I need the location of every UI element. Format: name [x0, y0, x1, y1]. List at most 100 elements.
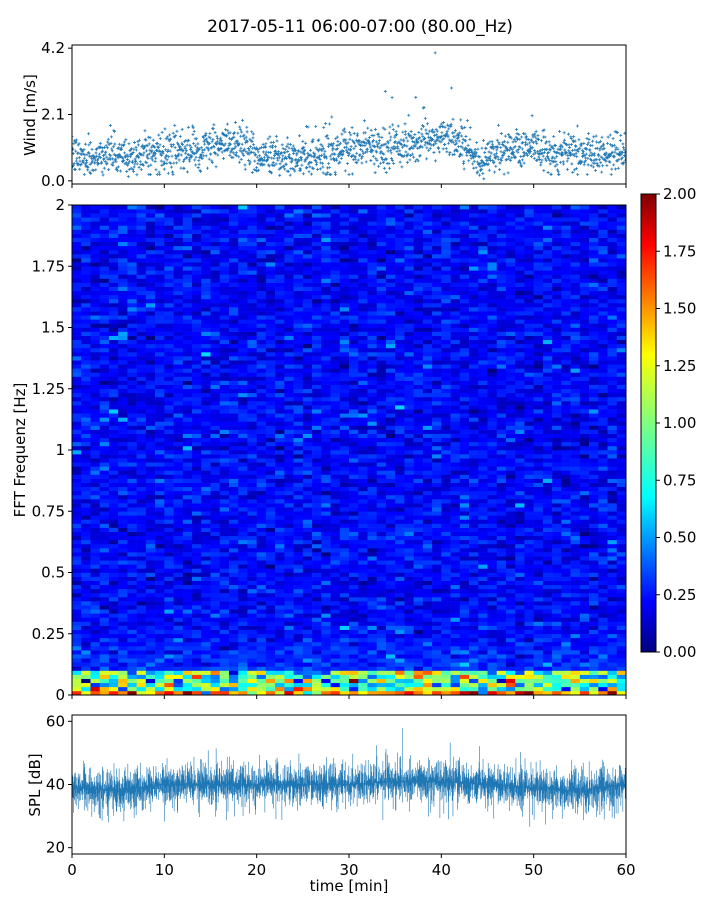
spectrogram-cell — [303, 605, 313, 609]
spectrogram-cell — [155, 626, 165, 630]
spectrogram-cell — [81, 568, 91, 572]
spectrogram-cell — [561, 581, 571, 585]
spectrogram-cell — [155, 487, 165, 491]
spectrogram-cell — [497, 487, 507, 491]
spectrogram-cell — [497, 646, 507, 650]
spectrogram-cell — [524, 519, 534, 523]
spectrogram-cell — [423, 683, 433, 687]
spectrogram-cell — [349, 666, 359, 670]
spectrogram-cell — [349, 483, 359, 487]
spectrogram-cell — [220, 585, 230, 589]
spectrogram-cell — [211, 638, 221, 642]
spectrogram-cell — [395, 556, 405, 560]
spectrogram-cell — [580, 507, 590, 511]
spectrogram-cell — [312, 666, 322, 670]
spectrogram-cell — [174, 671, 184, 675]
spectrogram-cell — [608, 491, 618, 495]
spectrogram-cell — [432, 483, 442, 487]
spectrogram-cell — [404, 495, 414, 499]
spectrogram-cell — [488, 511, 498, 515]
spectrogram-cell — [321, 601, 331, 605]
spectrogram-cell — [81, 589, 91, 593]
spectrogram-cell — [561, 491, 571, 495]
spectrogram-cell — [358, 617, 368, 621]
spectrogram-cell — [524, 687, 534, 691]
spectrogram-cell — [340, 601, 350, 605]
spectrogram-cell — [524, 675, 534, 679]
spectrogram-cell — [469, 585, 479, 589]
spectrogram-cell — [321, 585, 331, 589]
spectrogram-cell — [367, 687, 377, 691]
spectrogram-cell — [294, 642, 304, 646]
spectrogram-cell — [81, 585, 91, 589]
spectrogram-cell — [294, 597, 304, 601]
spectrogram-cell — [257, 519, 267, 523]
spectrogram-cell — [201, 499, 211, 503]
spectrogram-cell — [608, 662, 618, 666]
spectrogram-cell — [294, 675, 304, 679]
spectrogram-cell — [220, 671, 230, 675]
spectrogram-cell — [441, 528, 451, 532]
spectrogram-cell — [478, 544, 488, 548]
spectrogram-cell — [404, 536, 414, 540]
spectrogram-cell — [183, 483, 193, 487]
spectrogram-cell — [331, 573, 341, 577]
spectrogram-cell — [598, 532, 608, 536]
spectrogram-cell — [72, 577, 82, 581]
spectrogram-cell — [146, 540, 156, 544]
spectrogram-cell — [183, 507, 193, 511]
spectrogram-cell — [423, 528, 433, 532]
spectrogram-cell — [580, 536, 590, 540]
spectrogram-cell — [238, 585, 248, 589]
spectrogram-cell — [478, 487, 488, 491]
spectrogram-cell — [358, 577, 368, 581]
spectrogram-cell — [367, 560, 377, 564]
spectrogram-cell — [358, 528, 368, 532]
spectrogram-cell — [451, 642, 461, 646]
spectrogram-cell — [303, 532, 313, 536]
spectrogram-cell — [617, 634, 627, 638]
spectrogram-cell — [451, 507, 461, 511]
spectrogram-cell — [561, 662, 571, 666]
spectrogram-cell — [81, 556, 91, 560]
spectrogram-cell — [534, 597, 544, 601]
spectrogram-cell — [441, 524, 451, 528]
spectrogram-cell — [423, 479, 433, 483]
spectrogram-cell — [294, 671, 304, 675]
spectrogram-cell — [81, 495, 91, 499]
spectrogram-cell — [608, 564, 618, 568]
spectrogram-cell — [377, 564, 387, 568]
spectrogram-cell — [118, 487, 128, 491]
spectrogram-cell — [137, 507, 147, 511]
spectrogram-cell — [469, 613, 479, 617]
spectrogram-cell — [524, 658, 534, 662]
spectrogram-cell — [358, 634, 368, 638]
spectrogram-cell — [617, 487, 627, 491]
spectrogram-cell — [543, 654, 553, 658]
spectrogram-cell — [617, 585, 627, 589]
spectrogram-cell — [414, 495, 424, 499]
spectrogram-cell — [340, 483, 350, 487]
spectrogram-cell — [247, 585, 257, 589]
spectrogram-cell — [543, 479, 553, 483]
spectrogram-cell — [386, 544, 396, 548]
spectrogram-cell — [229, 666, 239, 670]
spectrogram-cell — [524, 511, 534, 515]
spectrogram-cell — [303, 568, 313, 572]
spectrogram-cell — [275, 519, 285, 523]
spectrogram-cell — [386, 532, 396, 536]
spectrogram-cell — [617, 687, 627, 691]
spectrogram-cell — [127, 626, 137, 630]
spectrogram-cell — [469, 638, 479, 642]
spectrogram-cell — [127, 564, 137, 568]
spectrogram-cell — [81, 662, 91, 666]
spectrogram-cell — [358, 662, 368, 666]
spectrogram-cell — [257, 589, 267, 593]
spectrogram-cell — [423, 679, 433, 683]
spectrogram-cell — [312, 511, 322, 515]
spectrogram-cell — [164, 650, 174, 654]
spectrogram-cell — [451, 511, 461, 515]
spectrogram-cell — [164, 507, 174, 511]
spectrogram-cell — [469, 605, 479, 609]
spectrogram-cell — [294, 687, 304, 691]
